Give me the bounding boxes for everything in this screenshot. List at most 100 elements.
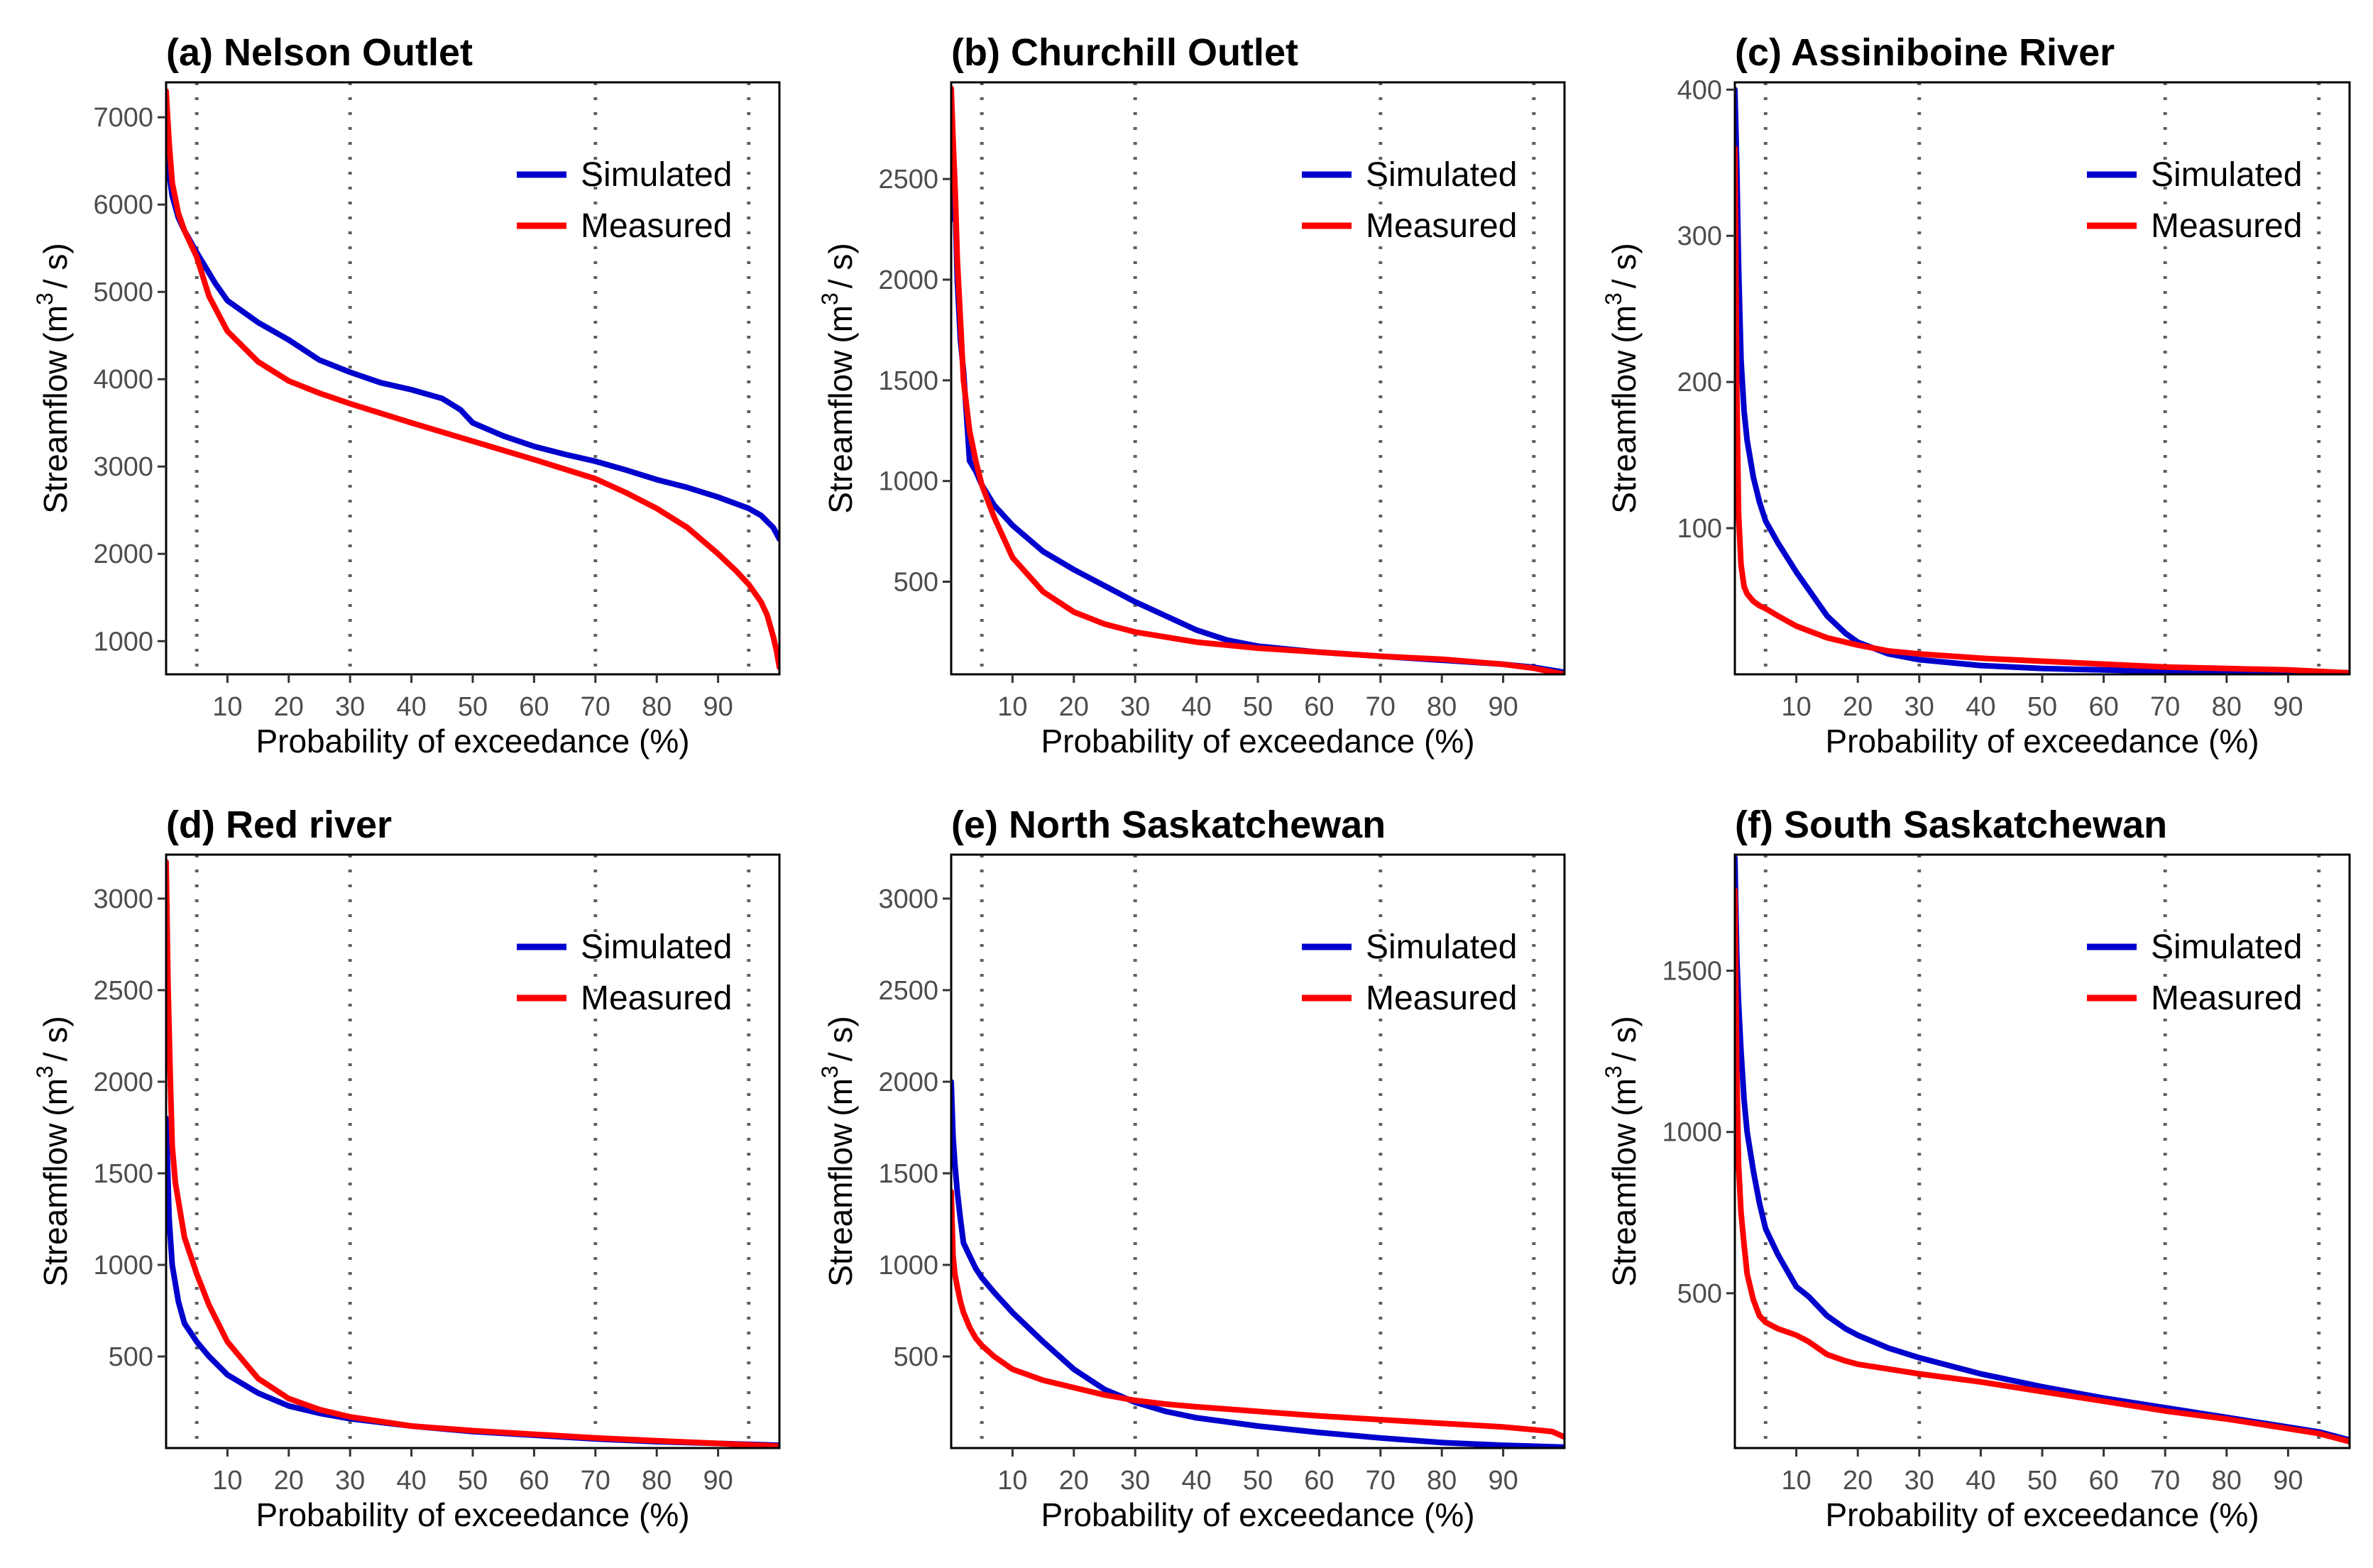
y-axis-label: Streamflow (m3 / s)	[1601, 1016, 1643, 1286]
y-axis-label: Streamflow (m3 / s)	[817, 1016, 859, 1286]
series-group	[166, 859, 779, 1448]
legend-label-simulated: Simulated	[1366, 928, 1517, 966]
x-tick-label: 50	[2027, 692, 2057, 722]
x-axis-label: Probability of exceedance (%)	[1041, 723, 1474, 760]
y-label-unit-open: (m	[1606, 1078, 1643, 1117]
y-tick-label: 7000	[93, 103, 153, 133]
y-tick-label: 200	[1677, 368, 1722, 398]
chart-panel-5: (f) South Saskatchewan 10 20 30 40 50 60 70 80 90…	[1601, 804, 2351, 1533]
x-axis-label: Probability of exceedance (%)	[1041, 1496, 1474, 1533]
x-tick-label: 30	[1905, 1466, 1934, 1496]
x-tick-label: 80	[1427, 692, 1457, 722]
y-label-main: Streamflow	[37, 1123, 74, 1287]
y-tick-label: 300	[1677, 221, 1722, 251]
y-tick-label: 2000	[878, 1068, 938, 1097]
y-tick-label: 1000	[878, 1251, 938, 1281]
x-tick-label: 50	[458, 692, 488, 722]
y-label-unit-close: / s)	[1606, 1016, 1643, 1061]
x-tick-label: 60	[1304, 1466, 1334, 1496]
x-tick-label: 10	[1781, 692, 1811, 722]
chart-title: (f) South Saskatchewan	[1735, 804, 2167, 846]
x-tick-label: 10	[997, 692, 1027, 722]
series-group	[1735, 87, 2350, 674]
x-tick-label: 60	[1304, 692, 1334, 722]
x-tick-label: 20	[1059, 692, 1089, 722]
series-group	[1735, 855, 2350, 1444]
x-tick-label: 70	[1366, 692, 1396, 722]
y-label-unit-close: / s)	[1606, 243, 1643, 288]
series-line-measured	[1735, 887, 2350, 1444]
y-tick-label: 400	[1677, 75, 1722, 105]
x-tick-label: 20	[1843, 692, 1873, 722]
x-tick-label: 60	[2088, 692, 2118, 722]
chart-panel-1: (b) Churchill Outlet 10 20 30 40 50 60 70 80 90 50…	[817, 31, 1566, 760]
y-tick-label: 500	[1677, 1279, 1722, 1309]
chart-title: (e) North Saskatchewan	[951, 804, 1386, 846]
y-label-unit-exponent: 3	[817, 1065, 843, 1078]
x-tick-label: 90	[703, 1466, 733, 1496]
y-tick-label: 3000	[93, 884, 153, 914]
x-tick-label: 40	[1181, 1466, 1211, 1496]
y-label-unit-open: (m	[1606, 305, 1643, 344]
y-tick-label: 1000	[878, 467, 938, 497]
legend-label-measured: Measured	[2151, 207, 2302, 245]
legend-label-measured: Measured	[581, 980, 732, 1017]
x-tick-label: 10	[997, 1466, 1027, 1496]
legend-label-simulated: Simulated	[581, 928, 732, 966]
y-tick-label: 2500	[878, 976, 938, 1006]
x-tick-label: 20	[274, 1466, 304, 1496]
series-line-measured	[166, 88, 779, 671]
y-label-unit-exponent: 3	[817, 292, 843, 305]
x-tick-label: 40	[1181, 692, 1211, 722]
y-label-unit-close: / s)	[822, 1016, 859, 1061]
x-tick-label: 30	[1120, 692, 1150, 722]
y-label-main: Streamflow	[822, 350, 859, 514]
y-tick-label: 1000	[1662, 1118, 1722, 1148]
legend-label-simulated: Simulated	[1366, 156, 1517, 194]
y-tick-label: 100	[1677, 514, 1722, 544]
x-axis-label: Probability of exceedance (%)	[1825, 1496, 2259, 1533]
y-label-unit-exponent: 3	[32, 292, 57, 305]
x-tick-label: 40	[1966, 692, 1995, 722]
y-tick-label: 4000	[93, 365, 153, 395]
x-tick-label: 70	[2150, 692, 2180, 722]
series-line-simulated	[166, 1115, 779, 1448]
y-axis-label: Streamflow (m3 / s)	[817, 243, 859, 513]
y-axis-label: Streamflow (m3 / s)	[32, 243, 74, 513]
y-tick-label: 1500	[878, 366, 938, 396]
chart-panel-2: (c) Assiniboine River 10 20 30 40 50 60 70 80 90 1…	[1601, 31, 2351, 760]
y-label-main: Streamflow	[822, 1123, 859, 1287]
chart-panel-3: (d) Red river 10 20 30 40 50 60 70 80 90 500 1000 15…	[32, 804, 781, 1533]
y-tick-label: 500	[109, 1342, 153, 1372]
x-tick-label: 80	[1427, 1466, 1457, 1496]
x-tick-label: 50	[458, 1466, 488, 1496]
x-tick-label: 50	[2027, 1466, 2057, 1496]
y-axis-label: Streamflow (m3 / s)	[32, 1016, 74, 1286]
y-tick-label: 6000	[93, 190, 153, 220]
y-label-main: Streamflow	[37, 350, 74, 514]
x-tick-label: 60	[2088, 1466, 2118, 1496]
series-group	[951, 1079, 1564, 1448]
series-line-simulated	[1735, 87, 2350, 674]
x-tick-label: 10	[212, 692, 242, 722]
series-group	[951, 85, 1564, 674]
x-tick-label: 30	[335, 1466, 365, 1496]
x-tick-label: 20	[1059, 1466, 1089, 1496]
series-line-simulated	[166, 149, 779, 542]
x-tick-label: 50	[1243, 1466, 1273, 1496]
series-line-simulated	[951, 1079, 1564, 1448]
series-line-measured	[951, 85, 1564, 674]
x-tick-label: 30	[335, 692, 365, 722]
y-tick-label: 3000	[93, 452, 153, 482]
x-tick-label: 60	[519, 1466, 549, 1496]
legend-label-simulated: Simulated	[2151, 156, 2302, 194]
x-tick-label: 10	[212, 1466, 242, 1496]
chart-title: (d) Red river	[166, 804, 392, 846]
x-axis-label: Probability of exceedance (%)	[1825, 723, 2259, 760]
legend-label-measured: Measured	[1366, 207, 1517, 245]
x-tick-label: 90	[1488, 692, 1518, 722]
y-tick-label: 1000	[93, 627, 153, 657]
y-tick-label: 3000	[878, 884, 938, 914]
x-tick-label: 70	[581, 692, 610, 722]
x-tick-label: 40	[396, 1466, 426, 1496]
